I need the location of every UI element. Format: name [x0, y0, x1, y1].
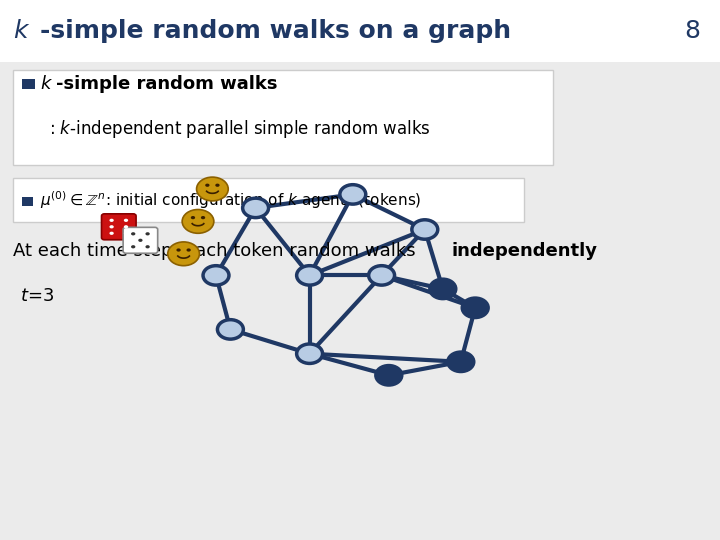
Text: .: . — [572, 242, 578, 260]
Circle shape — [145, 232, 150, 235]
Circle shape — [197, 177, 228, 201]
Bar — [22, 79, 35, 89]
Circle shape — [215, 184, 220, 187]
Circle shape — [191, 216, 195, 219]
Text: -simple random walks on a graph: -simple random walks on a graph — [40, 19, 510, 43]
FancyBboxPatch shape — [102, 214, 136, 240]
Text: $k$: $k$ — [13, 19, 30, 43]
FancyBboxPatch shape — [0, 0, 720, 62]
Circle shape — [340, 185, 366, 204]
Circle shape — [203, 266, 229, 285]
Circle shape — [243, 198, 269, 218]
Circle shape — [297, 266, 323, 285]
Circle shape — [186, 248, 191, 252]
Circle shape — [182, 210, 214, 233]
Circle shape — [448, 352, 474, 372]
Circle shape — [124, 219, 128, 222]
Circle shape — [205, 184, 210, 187]
Circle shape — [168, 242, 199, 266]
Circle shape — [176, 248, 181, 252]
Circle shape — [369, 266, 395, 285]
Circle shape — [109, 219, 114, 222]
Circle shape — [430, 279, 456, 299]
Circle shape — [109, 232, 114, 235]
Circle shape — [138, 239, 143, 242]
Circle shape — [131, 232, 135, 235]
FancyBboxPatch shape — [13, 178, 524, 222]
Circle shape — [124, 232, 128, 235]
Circle shape — [412, 220, 438, 239]
Circle shape — [145, 245, 150, 248]
Text: At each time step, each token random walks: At each time step, each token random wal… — [13, 242, 421, 260]
Circle shape — [462, 298, 488, 318]
Circle shape — [217, 320, 243, 339]
Text: $k$: $k$ — [40, 75, 53, 93]
FancyBboxPatch shape — [123, 227, 158, 253]
Circle shape — [131, 245, 135, 248]
Text: independently: independently — [451, 242, 598, 260]
Text: : $k$-independent parallel simple random walks: : $k$-independent parallel simple random… — [49, 118, 431, 139]
Circle shape — [109, 225, 114, 228]
Circle shape — [376, 366, 402, 385]
Circle shape — [124, 225, 128, 228]
FancyBboxPatch shape — [13, 70, 553, 165]
Circle shape — [201, 216, 205, 219]
Bar — [22, 197, 33, 206]
Text: $\mu^{(0)} \in \mathbb{Z}^n$: initial configuration of $k$ agents (tokens): $\mu^{(0)} \in \mathbb{Z}^n$: initial co… — [40, 190, 422, 211]
Text: 8: 8 — [684, 19, 700, 43]
Circle shape — [297, 344, 323, 363]
Text: -simple random walks: -simple random walks — [56, 75, 278, 93]
Text: $t$=3: $t$=3 — [20, 287, 54, 305]
